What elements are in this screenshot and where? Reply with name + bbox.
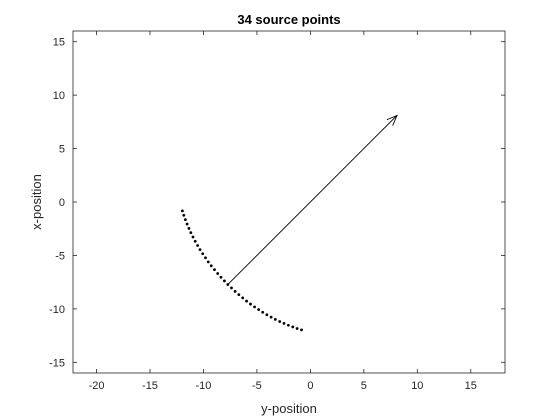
arrow-shaft xyxy=(226,115,398,286)
plot-area xyxy=(73,31,505,373)
x-tick-label: -5 xyxy=(252,380,262,392)
data-point xyxy=(204,256,207,260)
data-point xyxy=(273,317,277,321)
y-tick-label: 10 xyxy=(53,90,65,102)
data-point xyxy=(213,268,216,272)
data-point xyxy=(237,293,241,297)
data-point xyxy=(196,244,199,247)
data-point xyxy=(291,325,295,329)
data-point xyxy=(189,231,193,235)
x-tick-label: 0 xyxy=(307,380,313,392)
x-axis-label: y-position xyxy=(261,401,317,416)
data-point xyxy=(230,286,233,290)
data-layer xyxy=(180,209,303,332)
y-tick-label: 5 xyxy=(59,144,65,156)
data-point xyxy=(182,213,186,217)
data-point xyxy=(185,222,189,226)
x-tick-label: -15 xyxy=(142,380,158,392)
data-point xyxy=(219,275,223,279)
y-axis-label: x-position xyxy=(29,174,44,230)
data-point xyxy=(241,296,245,300)
y-tick-label: -15 xyxy=(49,357,65,369)
data-point xyxy=(257,308,261,312)
data-point xyxy=(223,279,226,283)
data-point xyxy=(265,313,269,317)
y-tick-label: -5 xyxy=(55,250,65,262)
arrow-layer xyxy=(226,114,398,286)
data-point xyxy=(209,264,213,268)
data-point xyxy=(295,327,299,330)
y-axis-ticks: -15 -10 -5 0 5 10 15 xyxy=(49,37,505,369)
data-point xyxy=(183,218,187,222)
data-point xyxy=(282,322,286,325)
data-point xyxy=(180,209,184,213)
data-point xyxy=(261,310,265,314)
arrow-head xyxy=(386,114,398,126)
data-point xyxy=(278,320,282,323)
data-point xyxy=(191,235,195,239)
data-point xyxy=(198,248,202,252)
data-point xyxy=(269,315,273,319)
data-point xyxy=(201,252,205,256)
data-point xyxy=(216,272,220,275)
data-point xyxy=(245,299,248,303)
x-tick-label: -20 xyxy=(89,380,105,392)
y-tick-label: 0 xyxy=(59,197,65,209)
data-point xyxy=(233,289,237,293)
data-point xyxy=(286,323,290,327)
data-point xyxy=(193,239,197,243)
y-tick-label: -10 xyxy=(49,304,65,316)
x-tick-label: -10 xyxy=(196,380,212,392)
x-tick-label: 5 xyxy=(361,380,367,392)
x-tick-label: 15 xyxy=(465,380,477,392)
x-axis-ticks: -20 -15 -10 -5 0 5 10 15 xyxy=(89,31,477,392)
data-point xyxy=(253,305,256,309)
y-tick-label: 15 xyxy=(53,37,65,49)
data-point xyxy=(249,302,252,306)
data-point xyxy=(300,328,303,332)
data-point xyxy=(187,226,191,230)
x-tick-label: 10 xyxy=(411,380,423,392)
chart-title: 34 source points xyxy=(237,12,340,27)
data-point xyxy=(206,260,210,264)
